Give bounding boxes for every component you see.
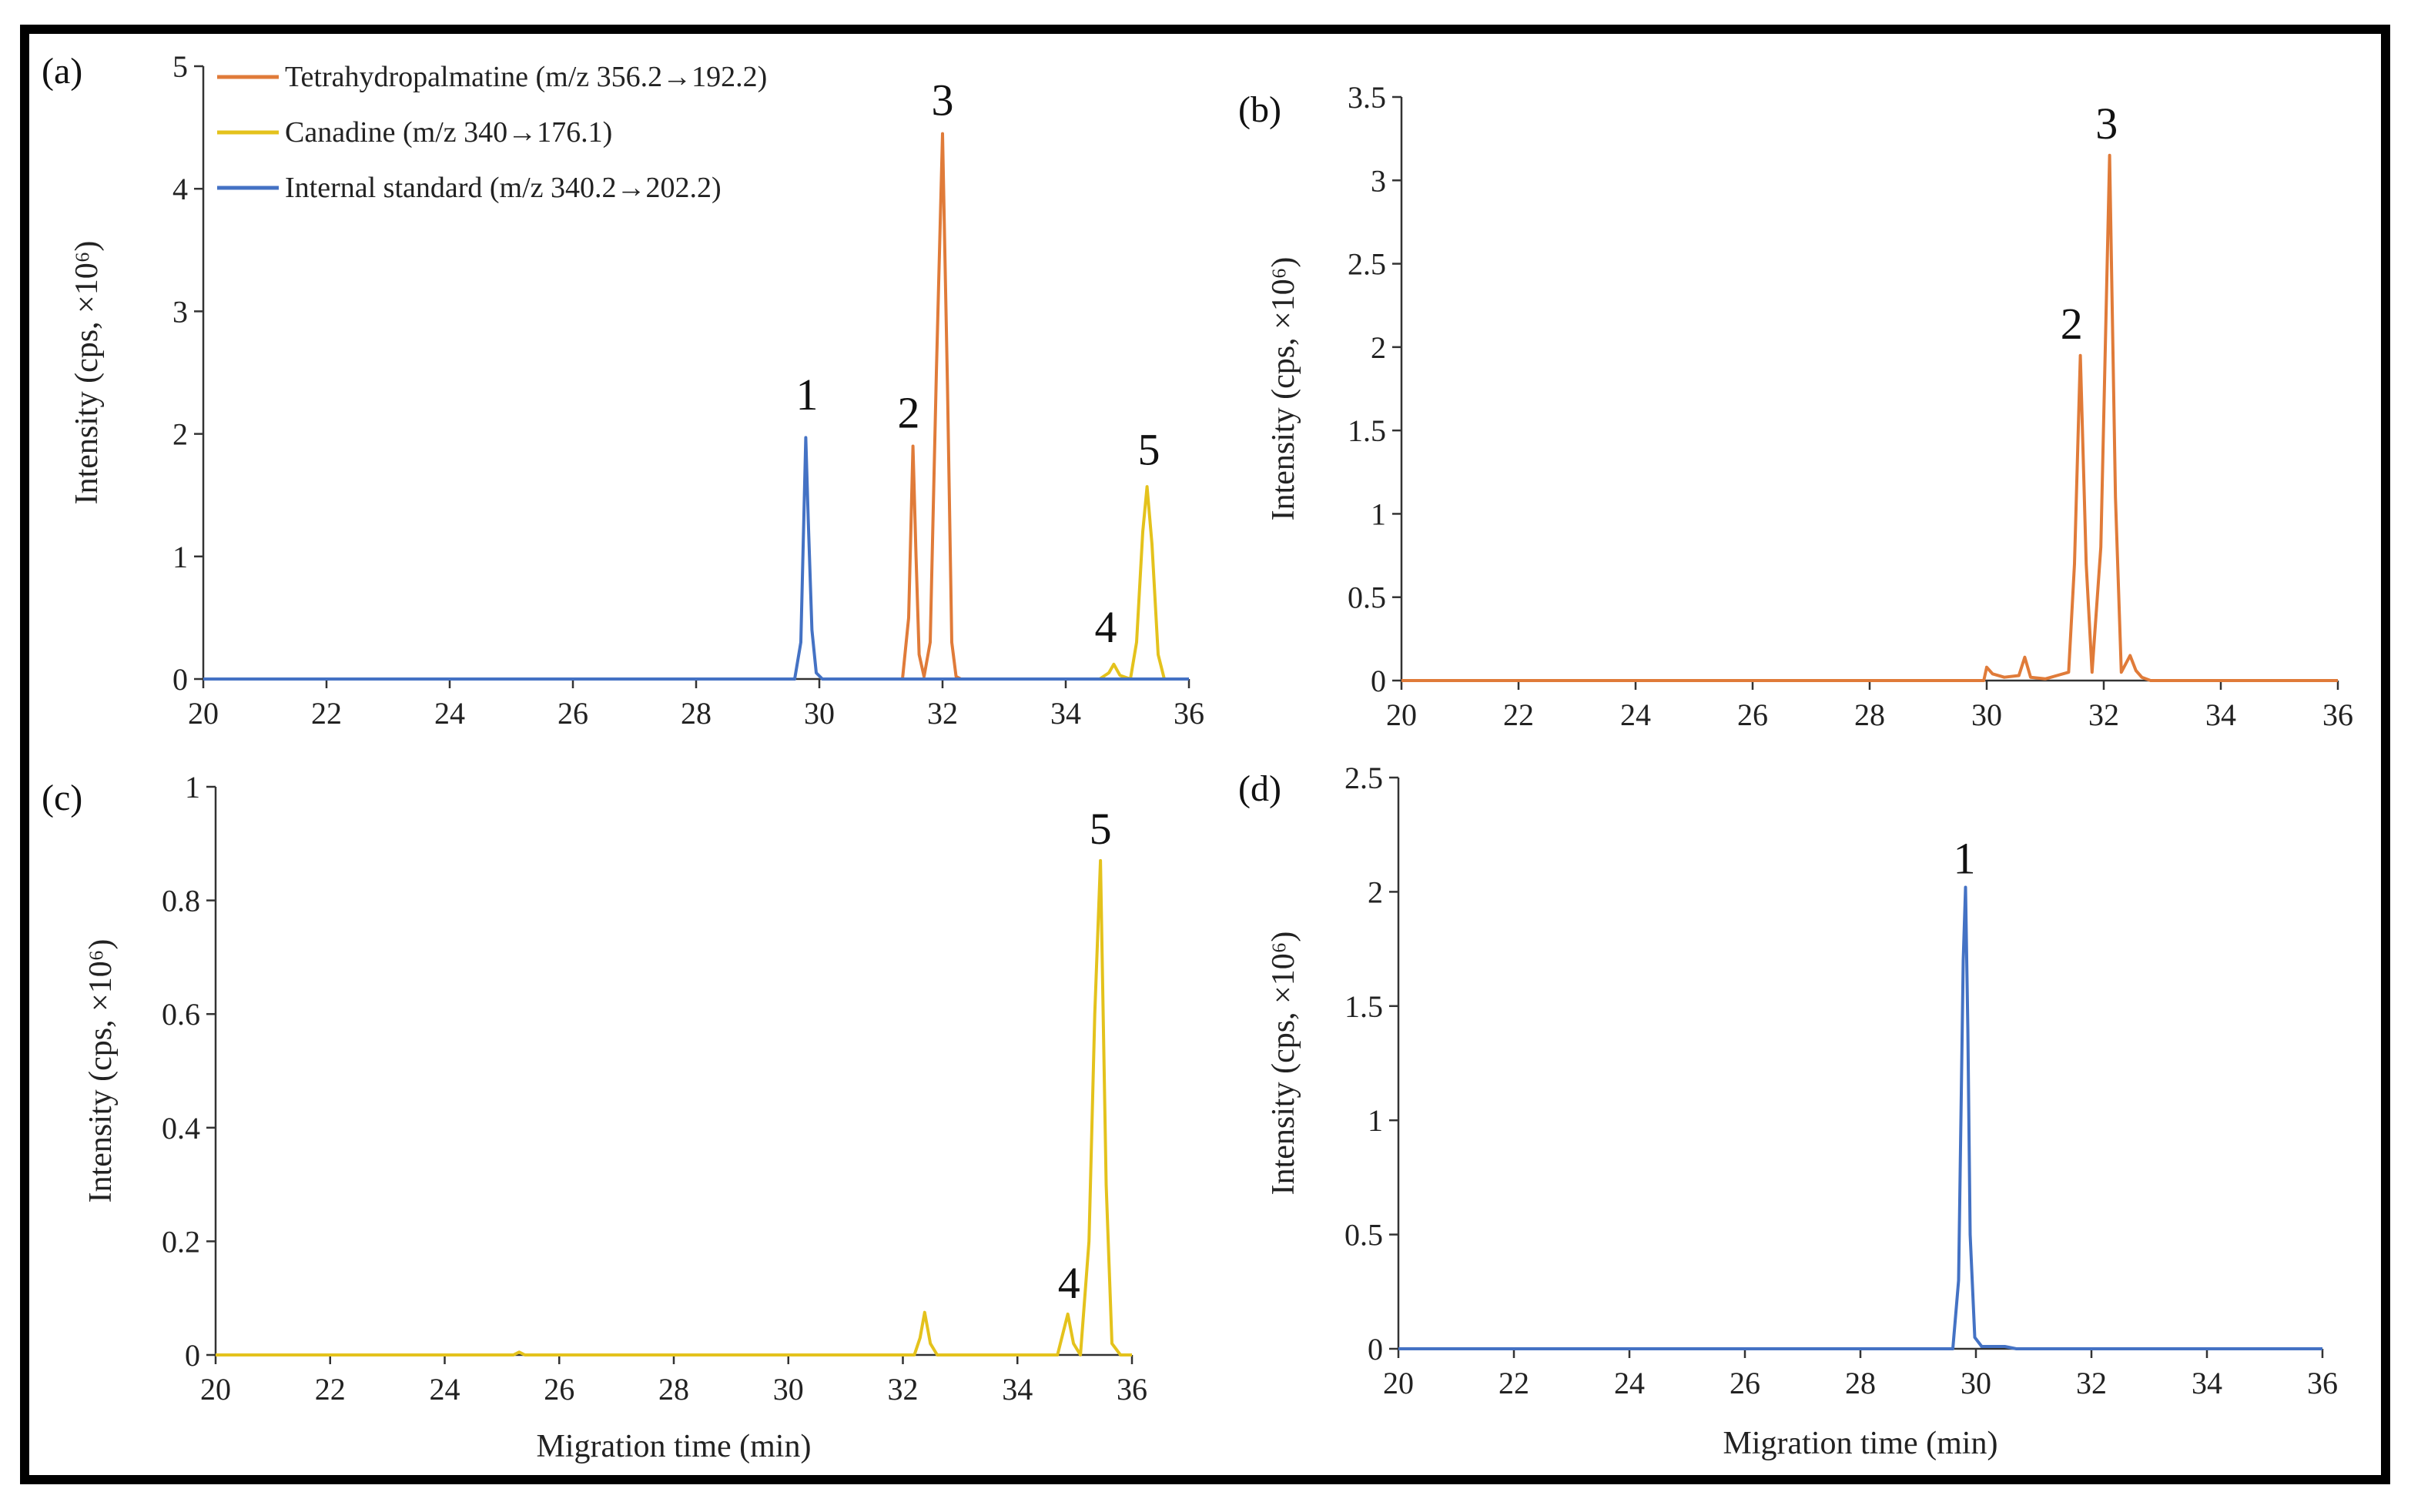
panel-label: (a) bbox=[42, 51, 82, 92]
x-tick-label: 24 bbox=[1614, 1366, 1645, 1400]
x-tick-label: 34 bbox=[1050, 696, 1081, 731]
y-tick-label: 0.5 bbox=[1348, 580, 1386, 615]
x-tick-label: 36 bbox=[1117, 1372, 1147, 1407]
y-tick-label: 0.2 bbox=[162, 1224, 200, 1259]
y-axis-label: Intensity (cps, ×10⁶) bbox=[1266, 932, 1301, 1196]
x-tick-label: 30 bbox=[773, 1372, 804, 1407]
y-tick-label: 0 bbox=[1371, 664, 1386, 698]
y-tick-label: 0 bbox=[185, 1338, 200, 1373]
x-tick-label: 32 bbox=[888, 1372, 919, 1407]
y-tick-label: 0.4 bbox=[162, 1111, 200, 1146]
x-tick-label: 26 bbox=[1730, 1366, 1760, 1400]
y-tick-label: 2 bbox=[1368, 875, 1383, 909]
x-tick-label: 36 bbox=[2307, 1366, 2338, 1400]
x-tick-label: 30 bbox=[1961, 1366, 1991, 1400]
peak-label: 5 bbox=[1090, 804, 1112, 854]
x-tick-label: 20 bbox=[188, 696, 219, 731]
y-tick-label: 1.5 bbox=[1348, 413, 1386, 448]
y-tick-label: 0 bbox=[1368, 1332, 1383, 1366]
y-tick-label: 3.5 bbox=[1348, 80, 1386, 115]
peak-label: 3 bbox=[2095, 99, 2118, 149]
y-tick-label: 2 bbox=[1371, 330, 1386, 365]
legend-entry: Canadine (m/z 340→176.1) bbox=[285, 116, 612, 149]
y-tick-label: 1 bbox=[172, 540, 188, 574]
y-tick-label: 0.5 bbox=[1344, 1218, 1383, 1253]
panel-label: (b) bbox=[1238, 89, 1281, 130]
y-tick-label: 3 bbox=[1371, 163, 1386, 198]
x-tick-label: 28 bbox=[1854, 697, 1885, 732]
x-tick-label: 26 bbox=[558, 696, 588, 731]
peak-label: 1 bbox=[796, 370, 819, 420]
x-tick-label: 30 bbox=[804, 696, 835, 731]
y-tick-label: 0 bbox=[172, 662, 188, 697]
x-axis-label: Migration time (min) bbox=[537, 1429, 812, 1464]
x-tick-label: 22 bbox=[311, 696, 342, 731]
x-tick-label: 32 bbox=[927, 696, 958, 731]
panel-d: (d) 0 0.5 1 1.5 2 2.5 20 22 24 26 28 30 32 34 36 Intensi… bbox=[1238, 761, 2338, 1461]
x-tick-label: 22 bbox=[1499, 1366, 1529, 1400]
x-tick-label: 22 bbox=[315, 1372, 346, 1407]
x-tick-label: 34 bbox=[1002, 1372, 1033, 1407]
panel-label: (d) bbox=[1238, 768, 1281, 809]
y-tick-label: 4 bbox=[172, 172, 188, 206]
legend-entry: Tetrahydropalmatine (m/z 356.2→192.2) bbox=[285, 61, 767, 93]
x-tick-label: 24 bbox=[1620, 697, 1651, 732]
figure-border bbox=[20, 25, 2390, 1484]
panel-b: (b)00.511.522.533.520 22 24 26 28 30 32 34 36Int… bbox=[1238, 80, 2353, 732]
x-tick-label: 30 bbox=[1971, 697, 2002, 732]
x-tick-label: 22 bbox=[1503, 697, 1534, 732]
y-tick-label: 0.6 bbox=[162, 997, 200, 1032]
x-tick-label: 32 bbox=[2088, 697, 2119, 732]
y-tick-label: 5 bbox=[172, 49, 188, 84]
panel-c: (c) 0 0.2 0.4 0.6 0.8 1 20 22 24 26 28 30 32 34 36 Inten… bbox=[42, 770, 1147, 1464]
x-tick-label: 24 bbox=[430, 1372, 460, 1407]
y-tick-label: 1 bbox=[185, 770, 200, 805]
x-tick-label: 24 bbox=[434, 696, 465, 731]
x-tick-label: 26 bbox=[1737, 697, 1768, 732]
y-tick-label: 1 bbox=[1371, 497, 1386, 531]
x-tick-label: 28 bbox=[1845, 1366, 1876, 1400]
y-tick-label: 2.5 bbox=[1348, 247, 1386, 282]
x-tick-label: 28 bbox=[681, 696, 712, 731]
peak-label: 1 bbox=[1954, 834, 1976, 884]
x-tick-label: 36 bbox=[1174, 696, 1204, 731]
x-tick-label: 20 bbox=[1383, 1366, 1414, 1400]
y-tick-label: 2 bbox=[172, 417, 188, 452]
x-tick-label: 34 bbox=[2192, 1366, 2222, 1400]
series-line-internal-standard bbox=[203, 436, 1189, 681]
series-line-tetrahydropalmatine bbox=[901, 132, 962, 681]
series-line-tetrahydropalmatine bbox=[1401, 153, 2338, 682]
y-axis-label: Intensity (cps, ×10⁶) bbox=[1266, 257, 1301, 521]
x-tick-label: 36 bbox=[2322, 697, 2353, 732]
y-tick-label: 1 bbox=[1368, 1103, 1383, 1138]
x-tick-label: 28 bbox=[658, 1372, 689, 1407]
y-tick-label: 0.8 bbox=[162, 884, 200, 918]
legend-entry: Internal standard (m/z 340.2→202.2) bbox=[285, 172, 722, 204]
y-tick-label: 1.5 bbox=[1344, 989, 1383, 1024]
peak-label: 3 bbox=[932, 75, 954, 125]
series-line-canadine bbox=[1098, 485, 1166, 681]
y-axis-label: Intensity (cps, ×10⁶) bbox=[83, 939, 119, 1203]
x-axis-label: Migration time (min) bbox=[1723, 1426, 1998, 1461]
x-tick-label: 20 bbox=[200, 1372, 231, 1407]
peak-label: 4 bbox=[1095, 602, 1117, 652]
y-tick-label: 3 bbox=[172, 294, 188, 329]
x-tick-label: 34 bbox=[2205, 697, 2236, 732]
peak-label: 2 bbox=[2061, 299, 2083, 349]
y-tick-label: 2.5 bbox=[1344, 761, 1383, 795]
x-tick-label: 26 bbox=[544, 1372, 574, 1407]
peak-label: 2 bbox=[898, 388, 920, 438]
y-axis-label: Intensity (cps, ×10⁶) bbox=[69, 241, 105, 505]
legend: Tetrahydropalmatine (m/z 356.2→192.2) Can… bbox=[217, 61, 767, 204]
series-line-canadine bbox=[216, 858, 1132, 1356]
x-tick-label: 20 bbox=[1386, 697, 1417, 732]
series-line-internal-standard bbox=[1398, 885, 2322, 1350]
x-tick-label: 32 bbox=[2076, 1366, 2107, 1400]
peak-label: 5 bbox=[1138, 424, 1160, 474]
peak-label: 4 bbox=[1058, 1258, 1080, 1308]
panel-label: (c) bbox=[42, 778, 82, 818]
